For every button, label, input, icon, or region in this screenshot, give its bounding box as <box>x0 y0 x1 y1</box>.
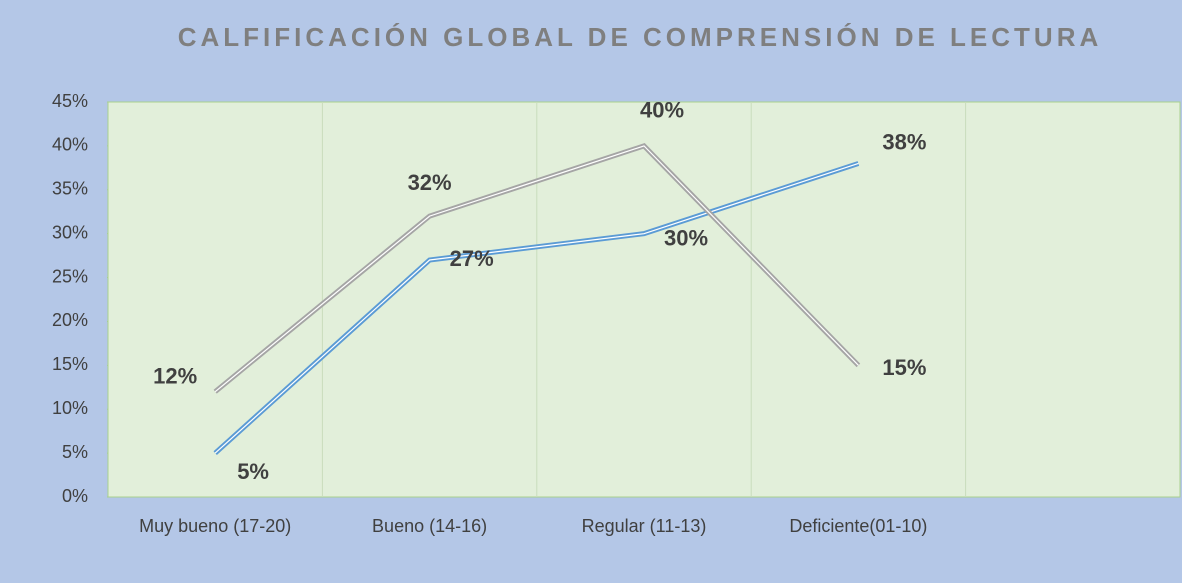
data-label: 32% <box>408 170 452 195</box>
y-tick-label: 25% <box>52 266 88 286</box>
y-tick-label: 45% <box>52 91 88 111</box>
y-tick-label: 30% <box>52 222 88 242</box>
data-label: 12% <box>153 363 197 388</box>
data-label: 38% <box>882 129 926 154</box>
y-tick-label: 0% <box>62 486 88 506</box>
x-tick-label: Regular (11-13) <box>582 516 707 536</box>
data-label: 40% <box>640 98 684 123</box>
chart-title: CALFIFICACIÓN GLOBAL DE COMPRENSIÓN DE L… <box>178 22 1103 52</box>
plot-area <box>107 101 1181 498</box>
y-tick-label: 10% <box>52 398 88 418</box>
y-tick-label: 20% <box>52 310 88 330</box>
y-tick-label: 15% <box>52 354 88 374</box>
series-line-inner <box>214 145 859 393</box>
x-tick-label: Bueno (14-16) <box>372 516 487 536</box>
data-label: 15% <box>882 355 926 380</box>
data-label: 5% <box>237 459 269 484</box>
data-label: 27% <box>450 246 494 271</box>
y-tick-label: 5% <box>62 442 88 462</box>
y-tick-label: 35% <box>52 179 88 199</box>
x-tick-label: Deficiente(01-10) <box>789 516 927 536</box>
y-tick-label: 40% <box>52 135 88 155</box>
series-line-inner <box>214 162 859 454</box>
data-label: 30% <box>664 225 708 250</box>
x-tick-label: Muy bueno (17-20) <box>139 516 291 536</box>
